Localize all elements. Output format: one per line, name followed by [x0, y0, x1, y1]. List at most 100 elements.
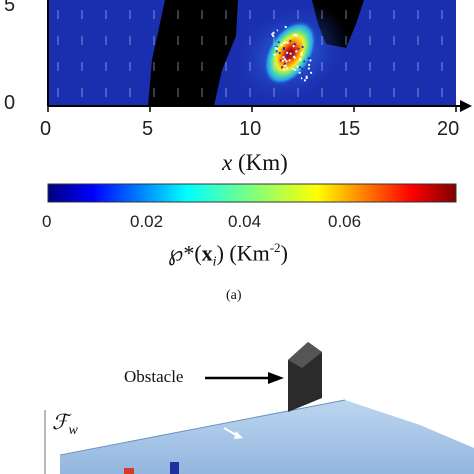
panel-b-scene — [44, 342, 474, 474]
particle-point — [300, 53, 303, 56]
particle-point — [281, 59, 284, 62]
particle-point — [268, 34, 272, 37]
velocity-arrows — [57, 10, 443, 97]
colorbar-tick-label: 0.06 — [328, 212, 362, 231]
particle-point — [295, 34, 298, 37]
colorbar-tick-label: 0.02 — [130, 212, 164, 231]
obstacle-label: Obstacle — [124, 367, 184, 386]
particle-point — [291, 52, 294, 56]
force-symbol: ℱ — [52, 410, 69, 434]
particle-point — [280, 66, 284, 69]
particle-point — [301, 76, 305, 79]
particle-point — [280, 43, 283, 47]
particle-point — [279, 59, 282, 62]
particle-point — [286, 67, 289, 70]
obstacle-pointer-arrowhead — [268, 372, 284, 384]
particle-point — [275, 50, 278, 53]
particle-point — [286, 41, 289, 44]
particle-point — [292, 45, 295, 48]
particle-point — [272, 34, 275, 38]
particle-point — [301, 67, 304, 70]
particle-point — [303, 60, 306, 63]
x-tick-label: 20 — [437, 118, 460, 140]
particle-points — [268, 25, 313, 82]
particle-point — [284, 41, 287, 44]
particle-point — [283, 68, 286, 71]
particle-point — [289, 40, 292, 43]
obstacle-region-left — [148, 0, 238, 106]
x-tick-label: 10 — [239, 118, 262, 140]
particle-point — [299, 59, 302, 62]
y-tick-label: 0 — [4, 92, 16, 114]
particle-point — [294, 68, 297, 71]
colorbar-unit: (Km — [229, 240, 270, 266]
particle-point — [273, 53, 276, 56]
particle-point — [285, 54, 289, 57]
force-label: ℱw — [52, 410, 78, 439]
particle-point — [282, 48, 285, 51]
colorbar-symbol: ℘* — [168, 240, 195, 266]
particle-point — [301, 45, 304, 49]
particle-point — [278, 51, 281, 55]
panel-b-surface — [60, 400, 474, 474]
colorbar — [47, 183, 457, 203]
particle-point — [298, 66, 301, 69]
x-axis-unit: (Km) — [237, 150, 288, 175]
x-axis-arrowhead — [460, 100, 472, 112]
particle-point — [293, 43, 296, 46]
particle-point — [309, 59, 312, 62]
particle-point — [284, 64, 287, 67]
particle-point — [310, 71, 313, 74]
colorbar-arg-sub: i — [212, 254, 217, 270]
particle-point — [308, 63, 311, 66]
particle-point — [283, 58, 287, 61]
particle-point — [271, 33, 274, 36]
marker-red — [124, 468, 134, 474]
x-tick-label: 0 — [40, 118, 52, 140]
x-tick-label: 15 — [338, 118, 361, 140]
particle-point — [285, 60, 288, 63]
particle-point — [295, 50, 298, 53]
particle-point — [297, 47, 300, 50]
particle-point — [284, 25, 287, 29]
colorbar-tick-label: 0 — [42, 212, 52, 231]
subfigure-caption: (a) — [226, 288, 242, 303]
particle-point — [298, 71, 301, 74]
particle-point — [286, 56, 289, 60]
x-tick-label: 5 — [142, 118, 154, 140]
surface-edge — [59, 399, 346, 456]
colorbar-tick-label: 0.04 — [228, 212, 262, 231]
particle-point — [275, 30, 278, 33]
particle-point — [293, 55, 296, 58]
y-tick-label: 5 — [4, 0, 16, 16]
colorbar-arg: x — [201, 240, 213, 266]
particle-point — [282, 56, 285, 59]
x-tick-marks — [47, 106, 457, 112]
colorbar-unit-close: ) — [280, 240, 288, 266]
particle-point — [272, 31, 275, 34]
particle-point — [300, 51, 303, 55]
force-subscript: w — [68, 423, 78, 439]
particle-point — [292, 67, 295, 70]
heatmap-field — [48, 0, 456, 106]
particle-point — [277, 41, 280, 44]
colorbar-label: ℘*(xi) (Km-2) — [168, 240, 288, 270]
x-axis-label: x (Km) — [222, 150, 288, 176]
particle-point — [274, 47, 278, 50]
particle-point — [286, 51, 289, 54]
particle-point — [303, 79, 306, 82]
particle-point — [307, 67, 310, 70]
particle-point — [288, 59, 291, 62]
axes — [47, 0, 472, 112]
particle-point — [283, 62, 286, 65]
particle-point — [305, 75, 308, 78]
marker-block — [170, 462, 179, 474]
obstacle-block-top — [288, 342, 322, 368]
x-axis-var: x — [222, 150, 233, 175]
colorbar-unit-exp: -2 — [269, 240, 281, 255]
particle-point — [293, 33, 296, 36]
particle-point — [289, 52, 292, 55]
particle-point — [308, 57, 311, 60]
particle-point — [296, 65, 299, 68]
